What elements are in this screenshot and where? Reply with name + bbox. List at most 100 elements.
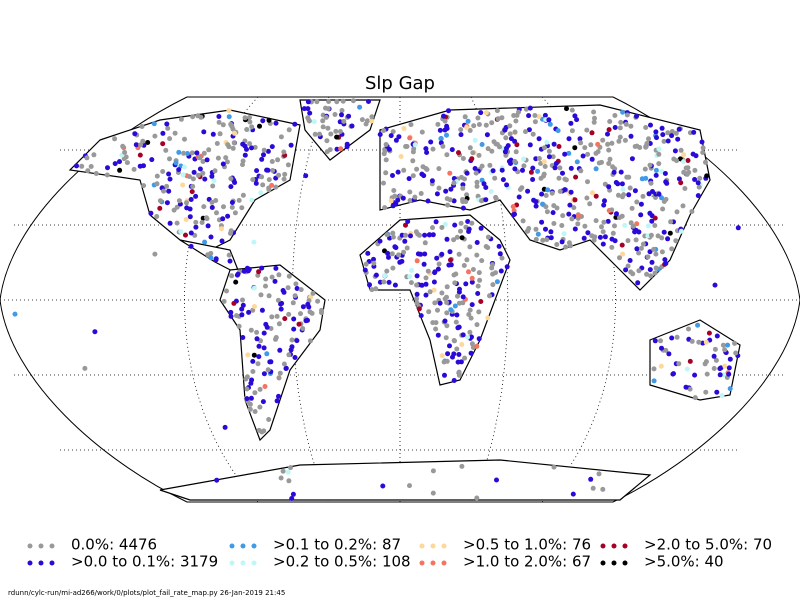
station-dot (366, 99, 371, 104)
station-dot (451, 338, 457, 343)
station-dot (229, 200, 235, 205)
station-dot (460, 156, 466, 161)
station-dot (665, 236, 671, 242)
station-dot (369, 287, 375, 293)
station-dot (435, 121, 441, 127)
station-dot (499, 115, 505, 121)
station-dot (200, 170, 206, 176)
station-dot (606, 161, 612, 166)
station-dot (273, 120, 279, 126)
station-dot (661, 138, 667, 144)
station-dot (190, 176, 196, 182)
station-dot (643, 125, 649, 130)
station-dot (474, 183, 480, 189)
station-dot (234, 313, 239, 319)
station-dot (274, 398, 280, 404)
station-dot (468, 315, 474, 321)
station-dot (84, 155, 90, 161)
station-dot (215, 155, 221, 161)
legend-marker (27, 543, 33, 549)
station-dot (286, 127, 292, 133)
station-dot (681, 159, 686, 165)
station-dot (270, 168, 276, 173)
station-dot (735, 225, 741, 231)
station-dot (189, 150, 195, 156)
station-dot (412, 194, 418, 200)
station-dot (462, 114, 468, 120)
station-dot (232, 210, 238, 216)
station-dot (497, 144, 502, 150)
station-dot (590, 485, 596, 491)
station-dot (551, 141, 557, 147)
station-dot (596, 160, 602, 166)
station-dot (426, 309, 432, 315)
station-dot (653, 167, 659, 173)
station-dot (699, 139, 705, 145)
station-dot (576, 213, 581, 219)
station-dot (421, 261, 427, 267)
station-dot (456, 369, 462, 375)
station-dot (193, 224, 199, 230)
station-dot (386, 254, 391, 260)
station-dot (199, 220, 205, 225)
station-dot (247, 406, 253, 412)
station-dot (267, 359, 273, 365)
station-dot (141, 183, 147, 189)
station-dot (434, 191, 440, 197)
station-dot (12, 311, 18, 317)
station-dot (276, 272, 282, 278)
station-dot (112, 161, 118, 167)
station-dot (403, 232, 409, 238)
station-dot (526, 127, 532, 133)
station-dot (530, 165, 536, 171)
station-dot (188, 230, 194, 236)
station-dot (202, 239, 208, 245)
station-dot (612, 166, 618, 172)
station-dot (456, 150, 461, 156)
station-dot (459, 235, 465, 241)
station-dot (602, 198, 607, 204)
station-dot (476, 336, 482, 342)
station-dot (219, 238, 225, 244)
station-dot (682, 186, 688, 191)
station-dot (228, 184, 234, 190)
station-dot (528, 169, 534, 175)
station-dot (649, 259, 655, 265)
station-dot (132, 131, 138, 137)
legend-marker (600, 560, 606, 566)
legend-marker (240, 560, 246, 566)
station-dot (257, 404, 263, 410)
station-dot (364, 118, 370, 124)
station-dot (527, 142, 533, 148)
legend-marker (600, 543, 606, 549)
station-dot (676, 361, 682, 367)
station-dot (201, 204, 207, 210)
station-dot (661, 229, 667, 235)
station-dot (687, 358, 693, 364)
station-dot (122, 149, 128, 155)
station-dot (595, 141, 601, 147)
legend-marker (49, 560, 55, 566)
station-dot (423, 275, 429, 281)
station-dot (578, 168, 584, 174)
station-dot (148, 210, 154, 216)
station-dot (653, 129, 659, 135)
station-dot (535, 231, 541, 237)
station-dot (149, 157, 155, 163)
station-dot (296, 321, 302, 327)
station-dot (319, 310, 324, 316)
station-dot (398, 154, 404, 159)
station-dot (252, 144, 258, 150)
station-dot (667, 230, 673, 236)
station-dot (669, 335, 675, 341)
station-dot (414, 273, 420, 279)
station-dot (623, 121, 629, 127)
legend-label: >1.0 to 2.0%: 67 (463, 553, 591, 571)
station-dot (260, 399, 266, 405)
station-dot (416, 306, 422, 312)
station-dot (172, 130, 178, 136)
station-dot (423, 292, 429, 298)
station-dot (291, 316, 297, 322)
station-dot (328, 131, 334, 137)
footer: rdunn/cylc-run/mi-ad266/work/0/plots/plo… (8, 589, 285, 597)
